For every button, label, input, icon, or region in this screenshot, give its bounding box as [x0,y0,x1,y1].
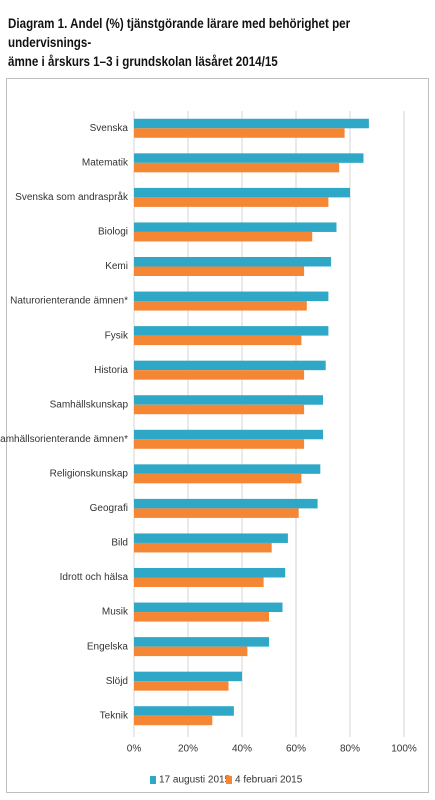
category-label: Musik [102,607,129,618]
bar-feb-2015 [134,542,272,553]
bar-aug-2015 [134,706,234,716]
category-label: Geografi [90,503,128,514]
bar-feb-2015 [134,404,305,415]
bar-feb-2015 [134,646,248,657]
x-tick-label: 0% [127,744,142,755]
category-labels: Svenska Matematik Svenska som andraspråk Bi… [0,123,129,721]
category-label: Svenska [90,123,129,134]
bar-aug-2015 [134,187,350,198]
category-label: Samhällsorienterande ämnen* [0,434,128,445]
category-label: Teknik [100,710,129,721]
bar-aug-2015 [134,602,283,613]
bar-feb-2015 [134,231,313,242]
bar-aug-2015 [134,118,369,129]
bar-feb-2015 [134,266,305,276]
x-tick-label: 60% [286,744,306,755]
bar-feb-2015 [134,162,340,173]
x-axis-ticks: 0% 20% 40% 60% 80% 100% [127,744,417,755]
bar-feb-2015 [134,577,264,587]
category-label: Fysik [105,330,129,341]
bars [134,118,369,726]
chart-title-line-2: ämne i årskurs 1–3 i grundskolan läsåret… [8,54,278,69]
bar-aug-2015 [134,222,337,232]
category-label: Biologi [98,227,128,238]
category-label: Kemi [105,261,128,272]
legend-label: 17 augusti 2015 [159,775,231,786]
bar-aug-2015 [134,671,242,682]
bar-aug-2015 [134,153,364,163]
chart-title-line-1: Diagram 1. Andel (%) tjänstgörande lärar… [8,16,351,50]
bar-aug-2015 [134,637,269,647]
bar-feb-2015 [134,715,213,726]
bar-feb-2015 [134,370,305,380]
bar-aug-2015 [134,498,318,509]
x-tick-label: 100% [391,744,417,755]
gridlines [133,111,405,737]
chart-title: Diagram 1. Andel (%) tjänstgörande lärar… [8,14,369,71]
bar-feb-2015 [134,335,302,346]
x-tick-label: 20% [178,744,198,755]
category-label: Bild [111,538,128,549]
bar-feb-2015 [134,473,302,484]
bar-feb-2015 [134,508,299,518]
x-tick-label: 80% [340,744,360,755]
bar-aug-2015 [134,464,321,474]
chart-frame [6,78,429,793]
category-label: Religionskunskap [50,468,129,479]
bar-feb-2015 [134,197,329,207]
bar-aug-2015 [134,533,288,543]
category-label: Naturorienterande ämnen* [10,296,128,307]
bar-aug-2015 [134,395,323,405]
category-label: Historia [94,365,128,376]
bar-aug-2015 [134,291,329,302]
bar-aug-2015 [134,257,332,267]
bar-feb-2015 [134,681,229,691]
category-label: Matematik [82,157,129,168]
category-label: Idrott och hälsa [60,572,129,583]
legend: 17 augusti 2015 4 februari 2015 [150,775,303,786]
category-label: Slöjd [106,676,128,687]
legend-swatch [226,776,232,784]
legend-swatch [150,776,156,784]
bar-feb-2015 [134,301,307,311]
legend-label: 4 februari 2015 [235,775,303,786]
bar-feb-2015 [134,612,269,622]
category-label: Svenska som andraspråk [15,191,129,203]
bar-aug-2015 [134,568,286,578]
bar-aug-2015 [134,360,326,371]
bar-aug-2015 [134,326,329,336]
category-label: Samhällskunskap [50,399,129,410]
bar-feb-2015 [134,439,305,449]
bar-aug-2015 [134,429,323,440]
x-tick-label: 40% [232,744,252,755]
bar-feb-2015 [134,128,345,138]
category-label: Engelska [87,641,129,652]
